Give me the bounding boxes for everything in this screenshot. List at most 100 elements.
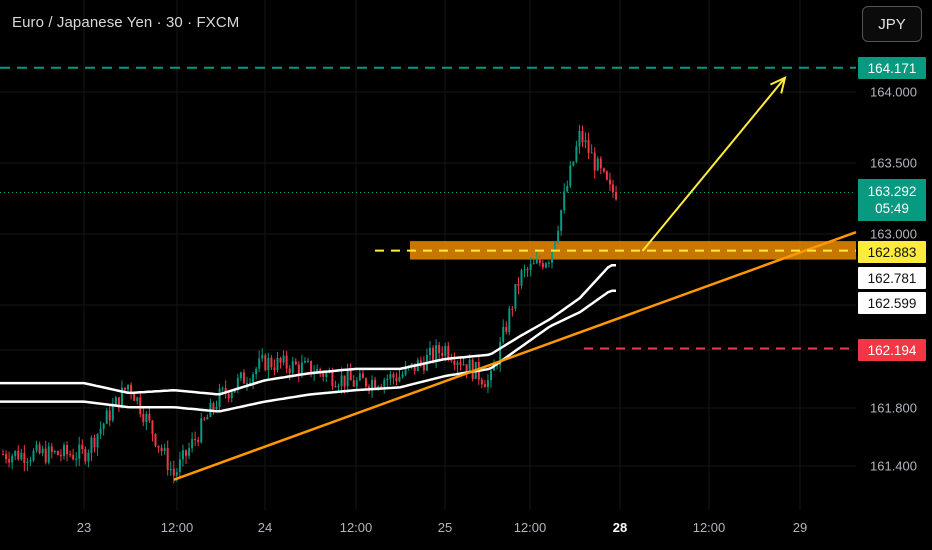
candle-body (230, 392, 233, 399)
candle-body (84, 449, 87, 462)
candle-body (224, 387, 227, 394)
candle-body (392, 374, 395, 378)
candle-body (151, 420, 154, 434)
candle-body (599, 158, 602, 169)
candle-body (75, 458, 78, 460)
price-tick: 164.000 (870, 84, 917, 100)
candle-body (608, 179, 611, 185)
candle-body (252, 374, 255, 383)
candle-body (127, 384, 130, 390)
projection-arrow-shaft (641, 77, 786, 252)
candle-body (563, 191, 566, 211)
candle-body (429, 347, 431, 355)
currency-button[interactable]: JPY (862, 6, 922, 42)
candle-body (605, 171, 608, 180)
candle-body (337, 386, 340, 388)
candle-body (441, 352, 444, 356)
candle-body (419, 360, 422, 363)
candle-body (102, 423, 105, 429)
target-price-tag: 164.171 (858, 57, 926, 79)
candle-body (221, 387, 224, 389)
time-tick: 25 (437, 520, 453, 535)
candle-body (532, 263, 535, 265)
candle-body (282, 355, 285, 363)
candle-body (584, 140, 587, 143)
time-tick: 12:00 (513, 520, 547, 535)
time-tick: 23 (76, 520, 92, 535)
candle-body (444, 346, 447, 356)
candle-body (541, 263, 544, 268)
candle-body (374, 379, 377, 389)
candle-body (26, 461, 29, 464)
candle-body (508, 308, 511, 332)
candle-body (130, 384, 133, 393)
candle-body (316, 368, 319, 374)
candle-body (297, 364, 300, 375)
candle-body (111, 405, 114, 421)
candle-body (486, 380, 489, 388)
candle-body (120, 387, 123, 408)
candle-body (69, 454, 72, 456)
candle-body (178, 459, 181, 473)
candle-body (468, 359, 471, 372)
ma-fast-price-tag: 162.781 (858, 267, 926, 289)
candle-body (368, 386, 370, 390)
candle-body (581, 131, 584, 143)
candle-body (242, 372, 245, 384)
candle-body (215, 406, 218, 410)
candle-body (358, 373, 361, 381)
candle-body (538, 258, 541, 264)
price-tick: 161.400 (870, 458, 917, 474)
candle-body (99, 428, 102, 434)
candle-body (142, 413, 145, 423)
moving-average-fast (0, 263, 616, 396)
candle-body (264, 355, 267, 371)
candle-body (239, 372, 242, 378)
candle-body (551, 250, 553, 263)
candle-body (163, 448, 166, 452)
candle-body (93, 437, 96, 448)
candle-body (612, 184, 614, 192)
candle-body (203, 418, 206, 420)
candle-body (569, 165, 572, 186)
current-price-value: 163.292 (867, 184, 917, 199)
candle-body (35, 444, 38, 451)
candle-body (547, 262, 550, 264)
candle-body (200, 418, 203, 443)
candle-body (517, 283, 520, 286)
candle-body (493, 365, 496, 371)
candle-body (575, 146, 578, 162)
candle-body (514, 283, 517, 309)
candle-body (435, 345, 438, 361)
candle-body (41, 448, 44, 454)
candle-body (38, 444, 41, 454)
candle-body (310, 360, 313, 375)
candle-body (279, 358, 282, 363)
candle-body (404, 366, 407, 375)
candle-body (325, 372, 328, 377)
price-tick: 163.000 (870, 226, 917, 242)
price-tick: 161.800 (870, 400, 917, 416)
resistance-price-tag: 162.883 (858, 241, 926, 263)
candle-body (148, 413, 151, 421)
candle-body (520, 270, 523, 286)
candle-body (56, 451, 59, 456)
candle-body (249, 382, 252, 384)
candle-body (157, 445, 160, 448)
candle-body (181, 450, 184, 460)
candle-body (166, 448, 169, 471)
candle-body (557, 230, 560, 242)
candle-body (480, 379, 483, 385)
candle-body (29, 460, 32, 462)
candle-body (331, 371, 334, 386)
candle-body (47, 446, 50, 463)
candle-body (124, 387, 126, 390)
candle-body (185, 450, 187, 456)
candle-body (300, 362, 303, 375)
candle-body (578, 131, 581, 147)
candle-body (340, 375, 343, 387)
candle-body (383, 380, 386, 387)
candle-body (554, 241, 557, 251)
candle-body (294, 361, 297, 365)
